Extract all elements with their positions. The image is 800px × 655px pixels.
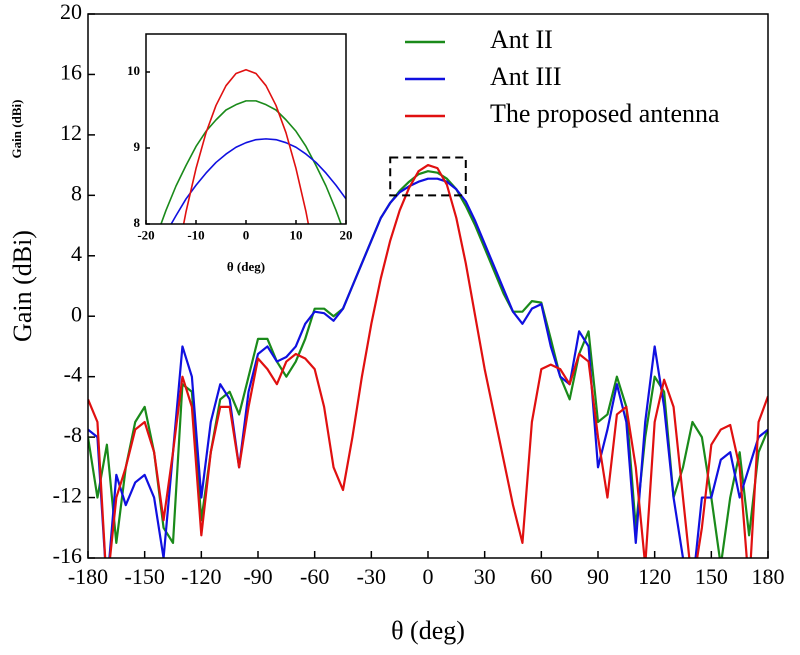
x-tick-label: -60: [300, 564, 329, 589]
series-line: [88, 164, 768, 558]
y-tick-label: 16: [60, 59, 82, 84]
x-axis-label: θ (deg): [227, 259, 265, 274]
y-tick-label: 0: [71, 301, 82, 326]
y-tick-label: -4: [64, 362, 82, 387]
y-tick-label: 12: [60, 120, 82, 145]
legend-label: Ant III: [490, 62, 561, 91]
x-tick-label: -120: [181, 564, 221, 589]
series-line: [170, 138, 346, 224]
x-tick-label: 0: [423, 564, 434, 589]
y-tick-label: 10: [127, 63, 140, 78]
x-tick-label: 90: [587, 564, 609, 589]
inset-background: [146, 34, 346, 224]
y-axis-label: Gain (dBi): [9, 100, 24, 159]
x-tick-label: -150: [125, 564, 165, 589]
series-line: [88, 170, 768, 558]
x-tick-label: 0: [243, 227, 250, 242]
x-tick-label: 20: [340, 227, 353, 242]
x-tick-label: 180: [752, 564, 785, 589]
y-tick-label: 4: [71, 241, 82, 266]
x-tick-label: -90: [243, 564, 272, 589]
x-tick-label: 10: [290, 227, 303, 242]
x-tick-label: 60: [530, 564, 552, 589]
legend-label: Ant II: [490, 25, 553, 54]
plot-frame: [145, 33, 347, 225]
x-tick-label: -180: [68, 564, 108, 589]
zoom-box: [389, 156, 467, 197]
x-axis-label: θ (deg): [391, 616, 465, 645]
y-axis-label: Gain (dBi): [8, 230, 37, 342]
y-tick-label: -8: [64, 422, 82, 447]
y-tick-label: 8: [71, 180, 82, 205]
y-tick-label: -16: [53, 543, 82, 568]
y-tick-label: 20: [60, 0, 82, 24]
x-tick-label: -10: [187, 227, 204, 242]
x-tick-label: -20: [137, 227, 154, 242]
y-tick-label: 8: [134, 215, 141, 230]
legend-label: The proposed antenna: [490, 99, 720, 128]
series-line: [88, 177, 768, 558]
plot-frame: [87, 13, 769, 559]
x-tick-label: 150: [695, 564, 728, 589]
y-tick-label: -12: [53, 483, 82, 508]
x-tick-label: 30: [474, 564, 496, 589]
x-tick-label: -30: [357, 564, 386, 589]
y-tick-label: 9: [134, 139, 141, 154]
x-tick-label: 120: [638, 564, 671, 589]
series-line: [182, 68, 310, 224]
